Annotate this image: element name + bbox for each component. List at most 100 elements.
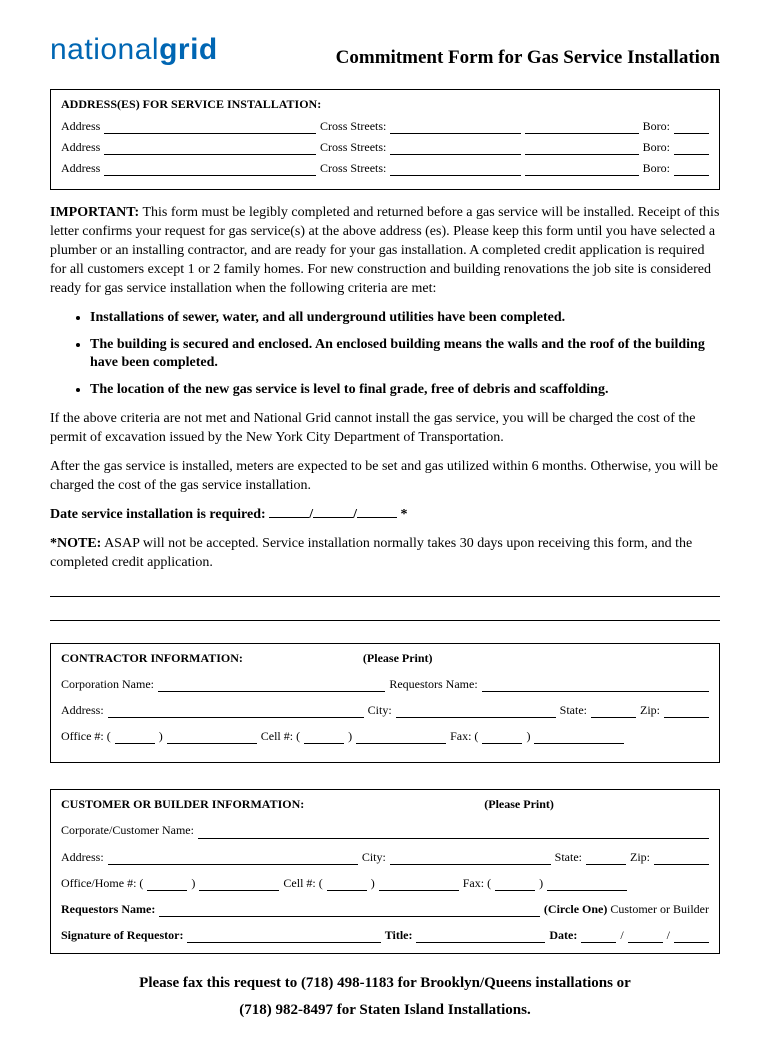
paren-close: ): [539, 875, 543, 891]
corp-cust-field[interactable]: [198, 827, 709, 839]
signature-field[interactable]: [187, 931, 380, 943]
fax-area[interactable]: [495, 879, 535, 891]
cell-num[interactable]: [379, 879, 459, 891]
blank-line-1[interactable]: [50, 583, 720, 597]
paren-close: ): [159, 728, 163, 744]
cell-label: Cell #: (: [283, 875, 322, 891]
header-row: nationalgrid Commitment Form for Gas Ser…: [50, 30, 720, 71]
corp-cust-label: Corporate/Customer Name:: [61, 822, 194, 838]
contractor-addr-row: Address: City: State: Zip:: [61, 702, 709, 718]
zip-field[interactable]: [664, 706, 709, 718]
date-required-line: Date service installation is required: /…: [50, 506, 720, 525]
office-area[interactable]: [115, 732, 155, 744]
state-label: State:: [555, 849, 582, 865]
form-title: Commitment Form for Gas Service Installa…: [336, 45, 720, 71]
state-label: State:: [560, 702, 587, 718]
city-field[interactable]: [390, 853, 551, 865]
fax-num[interactable]: [547, 879, 627, 891]
address-row-1: Address Cross Streets: Boro:: [61, 118, 709, 134]
sig-date-d[interactable]: [628, 931, 663, 943]
boro-field[interactable]: [674, 143, 709, 155]
date-year[interactable]: [357, 517, 397, 518]
req-name-field[interactable]: [159, 905, 540, 917]
cross-field-2[interactable]: [525, 143, 639, 155]
address-label: Address: [61, 160, 100, 176]
please-print: (Please Print): [363, 650, 433, 666]
customer-box: CUSTOMER OR BUILDER INFORMATION: (Please…: [50, 789, 720, 954]
req-name-label: Requestors Name:: [61, 901, 155, 917]
customer-heading: CUSTOMER OR BUILDER INFORMATION:: [61, 796, 304, 812]
sig-date-y[interactable]: [674, 931, 709, 943]
cell-num[interactable]: [356, 732, 446, 744]
address-label: Address: [61, 139, 100, 155]
address-box: ADDRESS(ES) FOR SERVICE INSTALLATION: Ad…: [50, 89, 720, 191]
customer-name-row: Corporate/Customer Name:: [61, 822, 709, 838]
after-install-para: After the gas service is installed, mete…: [50, 458, 720, 496]
boro-field[interactable]: [674, 164, 709, 176]
title-field[interactable]: [416, 931, 545, 943]
state-field[interactable]: [586, 853, 626, 865]
paren-close: ): [348, 728, 352, 744]
boro-field[interactable]: [674, 122, 709, 134]
addr-field[interactable]: [108, 853, 358, 865]
cross-field-1[interactable]: [390, 122, 520, 134]
note-label: *NOTE:: [50, 536, 101, 551]
date-asterisk: *: [397, 507, 408, 522]
city-label: City:: [368, 702, 392, 718]
date-month[interactable]: [269, 517, 309, 518]
corp-name-field[interactable]: [158, 680, 385, 692]
city-field[interactable]: [396, 706, 556, 718]
date-label: Date:: [549, 927, 577, 943]
boro-label: Boro:: [643, 139, 670, 155]
contractor-phone-row: Office #: ( ) Cell #: ( ) Fax: ( ): [61, 728, 709, 744]
fax-num[interactable]: [534, 732, 624, 744]
paren-close: ): [371, 875, 375, 891]
addr-field[interactable]: [108, 706, 364, 718]
cross-label: Cross Streets:: [320, 160, 386, 176]
addr-label: Address:: [61, 702, 104, 718]
fax-label: Fax: (: [450, 728, 478, 744]
address-field[interactable]: [104, 122, 316, 134]
cross-field-2[interactable]: [525, 164, 639, 176]
date-day[interactable]: [313, 517, 353, 518]
office-area[interactable]: [147, 879, 187, 891]
important-para: IMPORTANT: This form must be legibly com…: [50, 204, 720, 298]
address-label: Address: [61, 118, 100, 134]
boro-label: Boro:: [643, 118, 670, 134]
bullet-2: The building is secured and enclosed. An…: [90, 336, 720, 374]
circle-one-group: (Circle One) Customer or Builder: [544, 901, 709, 917]
corp-name-label: Corporation Name:: [61, 676, 154, 692]
cross-label: Cross Streets:: [320, 118, 386, 134]
customer-addr-row: Address: City: State: Zip:: [61, 849, 709, 865]
customer-sig-row: Signature of Requestor: Title: Date: //: [61, 927, 709, 943]
cross-field-1[interactable]: [390, 164, 520, 176]
city-label: City:: [362, 849, 386, 865]
address-field[interactable]: [104, 164, 316, 176]
note-para: *NOTE: ASAP will not be accepted. Servic…: [50, 535, 720, 573]
fax-area[interactable]: [482, 732, 522, 744]
logo: nationalgrid: [50, 30, 218, 71]
addr-label: Address:: [61, 849, 104, 865]
cross-field-1[interactable]: [390, 143, 520, 155]
cell-area[interactable]: [327, 879, 367, 891]
after-criteria-para: If the above criteria are not met and Na…: [50, 410, 720, 448]
signature-label: Signature of Requestor:: [61, 927, 183, 943]
address-field[interactable]: [104, 143, 316, 155]
fax-label: Fax: (: [463, 875, 491, 891]
customer-phone-row: Office/Home #: ( ) Cell #: ( ) Fax: ( ): [61, 875, 709, 891]
req-name-field[interactable]: [482, 680, 709, 692]
blank-line-2[interactable]: [50, 607, 720, 621]
zip-field[interactable]: [654, 853, 709, 865]
office-num[interactable]: [167, 732, 257, 744]
cell-label: Cell #: (: [261, 728, 300, 744]
office-num[interactable]: [199, 879, 279, 891]
title-label: Title:: [385, 927, 413, 943]
cell-area[interactable]: [304, 732, 344, 744]
note-text: ASAP will not be accepted. Service insta…: [50, 536, 692, 570]
paren-close: ): [526, 728, 530, 744]
logo-part2: grid: [159, 33, 218, 66]
sig-date-m[interactable]: [581, 931, 616, 943]
state-field[interactable]: [591, 706, 636, 718]
cross-field-2[interactable]: [525, 122, 639, 134]
contractor-heading: CONTRACTOR INFORMATION:: [61, 650, 243, 666]
